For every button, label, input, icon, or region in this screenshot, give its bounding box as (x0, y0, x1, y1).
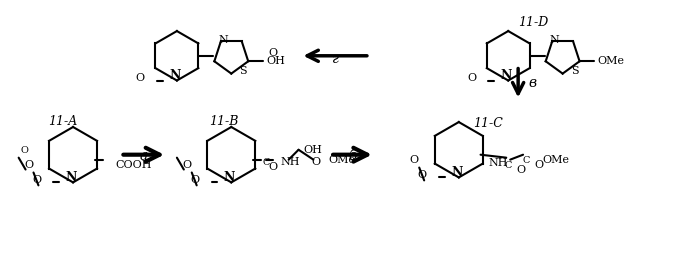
Text: 11-C: 11-C (473, 117, 503, 130)
Text: O: O (24, 160, 33, 169)
Text: 11-A: 11-A (49, 115, 77, 128)
Text: a: a (140, 149, 148, 163)
Text: OMe: OMe (597, 56, 624, 66)
Text: б: б (348, 149, 357, 163)
Text: O: O (534, 160, 543, 169)
Text: N: N (169, 70, 181, 83)
Text: C: C (522, 156, 530, 165)
Text: O: O (135, 73, 145, 84)
Text: S: S (239, 66, 247, 76)
Text: C: C (262, 157, 269, 167)
Text: O: O (268, 163, 277, 172)
Text: N: N (218, 35, 228, 45)
Text: OH: OH (266, 56, 285, 66)
Text: S: S (571, 66, 579, 76)
Text: N: N (500, 70, 512, 83)
Text: O: O (190, 175, 199, 185)
Text: в: в (528, 76, 536, 90)
Text: OH: OH (304, 145, 322, 155)
Text: NH: NH (281, 156, 300, 167)
Text: 11-D: 11-D (518, 16, 548, 29)
Text: OMe: OMe (543, 155, 570, 165)
Text: O: O (182, 160, 191, 169)
Text: N: N (223, 171, 235, 184)
Text: N: N (550, 35, 560, 45)
Text: N: N (66, 171, 77, 184)
Text: O: O (21, 146, 29, 155)
Text: N: N (451, 166, 463, 179)
Text: O: O (268, 48, 277, 58)
Text: COOH: COOH (116, 160, 152, 170)
Text: OMe: OMe (328, 155, 355, 165)
Text: 11-B: 11-B (209, 115, 238, 128)
Text: O: O (32, 175, 41, 185)
Text: O: O (410, 155, 419, 165)
Text: O: O (312, 156, 321, 167)
Text: O: O (417, 170, 426, 180)
Text: O: O (516, 165, 526, 176)
Text: C: C (505, 161, 512, 169)
Text: O: O (467, 73, 476, 84)
Text: г: г (332, 52, 339, 66)
Text: NH: NH (489, 157, 508, 168)
